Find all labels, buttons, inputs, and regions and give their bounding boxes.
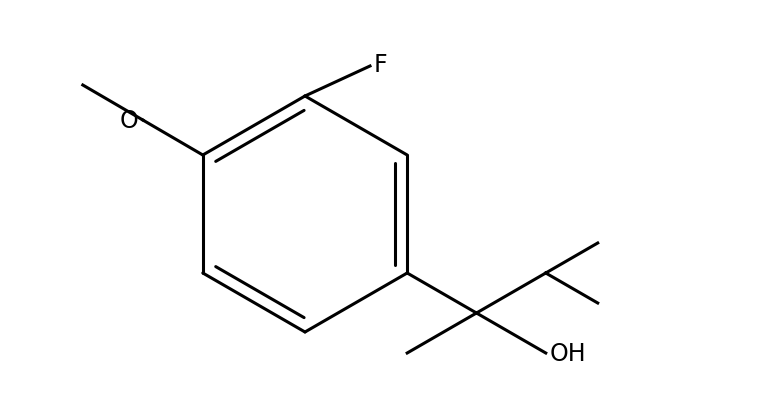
Text: OH: OH xyxy=(549,341,587,365)
Text: O: O xyxy=(120,109,139,133)
Text: F: F xyxy=(374,53,388,77)
